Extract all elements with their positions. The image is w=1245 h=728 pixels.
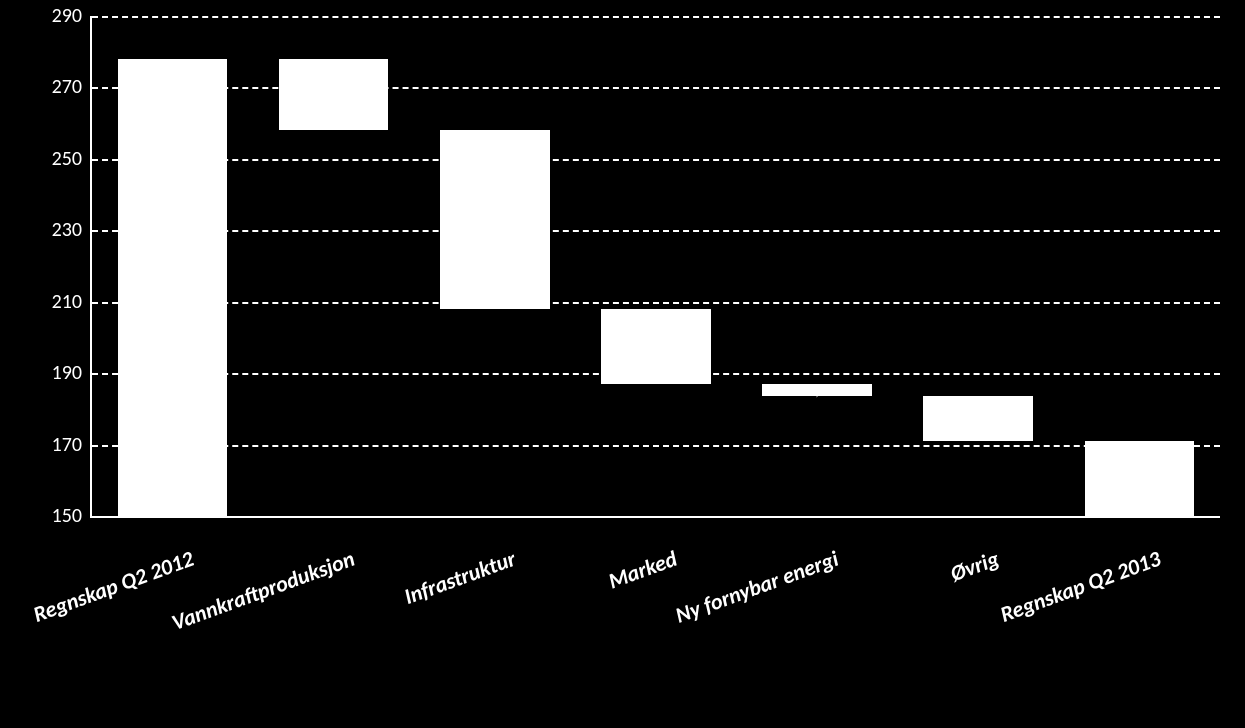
gridline [92, 87, 1220, 89]
gridline [92, 16, 1220, 18]
y-tick-label: 190 [52, 361, 92, 385]
x-tick-label: Marked [605, 545, 681, 595]
bar [601, 309, 711, 384]
gridline [92, 302, 1220, 304]
gridline [92, 159, 1220, 161]
plot-area: 150170190210230250270290Regnskap Q2 2012… [90, 16, 1220, 518]
bar [440, 130, 550, 309]
x-tick-label: Vannkraftproduksjon [168, 545, 358, 636]
y-tick-label: 230 [52, 218, 92, 242]
x-tick-label: Øvrig [947, 545, 1003, 587]
x-tick-label: Infrastruktur [401, 545, 520, 610]
waterfall-chart: 150170190210230250270290Regnskap Q2 2012… [0, 0, 1245, 728]
gridline [92, 230, 1220, 232]
x-tick-label: Regnskap Q2 2013 [996, 545, 1164, 628]
y-tick-label: 290 [52, 4, 92, 28]
y-tick-label: 210 [52, 290, 92, 314]
y-tick-label: 150 [52, 504, 92, 528]
y-tick-label: 270 [52, 75, 92, 99]
bar [279, 59, 389, 130]
bar [1085, 441, 1195, 516]
y-tick-label: 170 [52, 433, 92, 457]
y-tick-label: 250 [52, 147, 92, 171]
bar [118, 59, 228, 516]
gridline [92, 445, 1220, 447]
bar-value-label: 3,5 [808, 383, 826, 400]
bar [923, 396, 1033, 441]
x-tick-label: Ny fornybar energi [671, 545, 841, 629]
